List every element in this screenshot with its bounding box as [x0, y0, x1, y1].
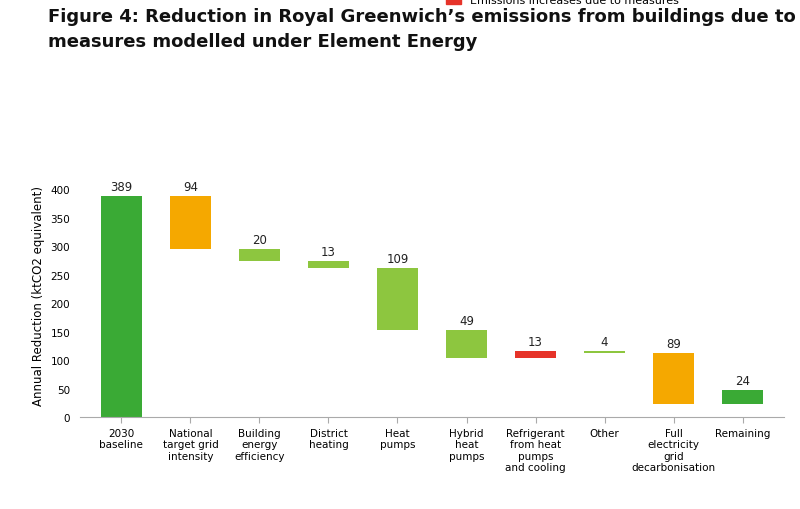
Text: measures modelled under Element Energy: measures modelled under Element Energy: [48, 33, 478, 51]
Text: 94: 94: [183, 181, 198, 193]
Bar: [170, 196, 211, 250]
Text: 24: 24: [735, 374, 750, 387]
Bar: [238, 250, 280, 261]
Text: 13: 13: [528, 335, 543, 348]
Text: 49: 49: [459, 315, 474, 328]
Text: 4: 4: [601, 335, 608, 348]
Bar: [377, 269, 418, 330]
Bar: [308, 261, 349, 269]
Text: 389: 389: [110, 181, 133, 193]
Bar: [446, 330, 487, 358]
Text: Figure 4: Reduction in Royal Greenwich’s emissions from buildings due to: Figure 4: Reduction in Royal Greenwich’s…: [48, 8, 796, 25]
Legend: Total transport sector emissions, National grid changes and local distributed re: Total transport sector emissions, Nation…: [446, 0, 778, 6]
Bar: [584, 351, 626, 353]
Text: 13: 13: [321, 245, 336, 258]
Text: 20: 20: [252, 234, 267, 247]
Y-axis label: Annual Reduction (ktCO2 equivalent): Annual Reduction (ktCO2 equivalent): [32, 185, 45, 405]
Bar: [101, 196, 142, 417]
Bar: [722, 390, 763, 404]
Text: 89: 89: [666, 337, 681, 350]
Text: 109: 109: [386, 252, 409, 266]
Bar: [515, 351, 556, 358]
Bar: [653, 353, 694, 404]
